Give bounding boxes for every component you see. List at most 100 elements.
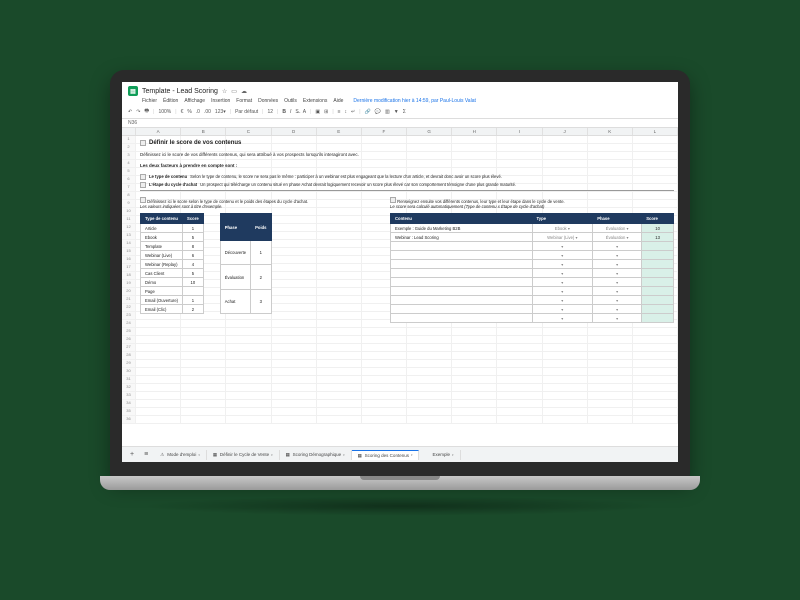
font-select[interactable]: Par défaut [235, 109, 258, 115]
col-B[interactable]: B [181, 128, 226, 135]
section-title: Définir le score de vos contenus [149, 140, 241, 146]
strike-icon[interactable]: S̶ [295, 109, 298, 115]
titlebar: ▤ Template - Lead Scoring ☆ ▭ ☁ [122, 82, 678, 98]
table-row[interactable]: Page [141, 287, 183, 296]
table-row[interactable]: Exemple : Guide du Marketing B2B [391, 224, 533, 233]
col-G[interactable]: G [407, 128, 452, 135]
col-K[interactable]: K [588, 128, 633, 135]
fontsize[interactable]: 12 [267, 109, 273, 115]
redo-icon[interactable]: ↷ [136, 109, 140, 115]
table-content-type: Type de contenuScore Article1Ebook5Templ… [140, 213, 204, 314]
sheet-tab[interactable]: ▦Scoring Démographique▾ [280, 450, 352, 460]
bullet2-label: L'étape du cycle d'achat [149, 182, 197, 188]
sheet-tab[interactable]: ▦Définir le Cycle de Vente▾ [207, 450, 280, 460]
all-sheets-icon[interactable]: ≡ [140, 451, 152, 458]
table-row[interactable]: Email (Ouverture) [141, 296, 183, 305]
table-row[interactable]: Article [141, 224, 183, 233]
sheet-tab[interactable]: ⚠Mode d'emploi▾ [154, 450, 207, 460]
folder-icon[interactable]: ▭ [231, 88, 237, 95]
menu-data[interactable]: Données [258, 98, 278, 104]
add-sheet-icon[interactable]: + [126, 451, 138, 458]
print-icon[interactable]: 🖶 [144, 108, 149, 116]
last-modified[interactable]: Dernière modification hier à 14:59, par … [353, 98, 475, 104]
table-row[interactable]: Webinar : Lead Scoring [391, 233, 533, 242]
menu-tools[interactable]: Outils [284, 98, 297, 104]
currency-icon[interactable]: € [181, 109, 184, 115]
bullet-icon [140, 182, 146, 188]
document-title[interactable]: Template - Lead Scoring [142, 88, 218, 95]
valign-icon[interactable]: ↕ [345, 109, 348, 115]
sheet-tab[interactable]: Exemple▾ [419, 450, 460, 460]
toolbar: ↶ ↷ 🖶 | 100% | € % .0.00123▾ | Par défau… [122, 106, 678, 119]
star-icon[interactable]: ☆ [222, 88, 227, 95]
col-E[interactable]: E [317, 128, 362, 135]
menu-insert[interactable]: Insertion [211, 98, 230, 104]
table-row[interactable]: Cas Client [141, 269, 183, 278]
t3-h1: Contenu [391, 214, 533, 224]
zoom-select[interactable]: 100% [158, 109, 171, 115]
left-note-2: Les valeurs indiquées sont à titre d'exe… [140, 204, 223, 209]
laptop-base [100, 476, 700, 490]
col-A[interactable]: A [136, 128, 181, 135]
content-overlay: Définir le score de vos contenus Définis… [140, 140, 674, 323]
table-row[interactable]: Webinar (Live) [141, 251, 183, 260]
menu-help[interactable]: Aide [333, 98, 343, 104]
menu-bar: Fichier Édition Affichage Insertion Form… [122, 98, 678, 106]
borders-icon[interactable]: ⊞ [324, 109, 328, 115]
fill-icon[interactable]: ▣ [315, 109, 320, 115]
col-D[interactable]: D [272, 128, 317, 135]
cloud-icon[interactable]: ☁ [241, 88, 247, 95]
t1-h2: Score [183, 214, 204, 224]
t3-h3: Phase [593, 214, 642, 224]
table-row[interactable]: Démo [141, 278, 183, 287]
bullet1-text: Selon le type de contenu, le score ne se… [190, 174, 502, 180]
menu-file[interactable]: Fichier [142, 98, 157, 104]
col-L[interactable]: L [633, 128, 678, 135]
col-I[interactable]: I [497, 128, 542, 135]
table-row[interactable]: Template [141, 242, 183, 251]
undo-icon[interactable]: ↶ [128, 109, 132, 115]
col-C[interactable]: C [226, 128, 271, 135]
link-icon[interactable]: 🔗 [365, 109, 371, 115]
screen: ▤ Template - Lead Scoring ☆ ▭ ☁ Fichier … [122, 82, 678, 462]
italic-icon[interactable]: I [290, 109, 291, 115]
table-row[interactable]: Achat [220, 289, 250, 313]
factors-title: Les deux facteurs à prendre en compte so… [140, 163, 674, 168]
textcolor-icon[interactable]: A [303, 109, 306, 115]
bullet2-text: Un prospect qui télécharge un contenu si… [200, 182, 516, 188]
section-icon [140, 140, 146, 146]
percent-icon[interactable]: % [187, 109, 191, 115]
menu-edit[interactable]: Édition [163, 98, 178, 104]
t3-h2: Type [532, 214, 593, 224]
t3-h4: Score [642, 214, 674, 224]
chart-icon[interactable]: ▥ [385, 109, 390, 115]
filter-icon[interactable]: ▼ [394, 109, 399, 115]
comment-icon[interactable]: 💬 [375, 109, 381, 115]
menu-extensions[interactable]: Extensions [303, 98, 327, 104]
laptop-shadow [140, 496, 660, 516]
bold-icon[interactable]: B [282, 109, 286, 115]
menu-format[interactable]: Format [236, 98, 252, 104]
table-row[interactable]: Webinar (Replay) [141, 260, 183, 269]
t1-h1: Type de contenu [141, 214, 183, 224]
table-contents: Contenu Type Phase Score Exemple : Guide… [390, 213, 674, 323]
table-row[interactable]: Évaluation [220, 265, 250, 289]
align-icon[interactable]: ≡ [338, 109, 341, 115]
t2-h1: Phase [220, 214, 250, 241]
wrap-icon[interactable]: ↵ [351, 109, 355, 115]
bullet1-label: Le type de contenu [149, 174, 187, 180]
laptop-bezel: ▤ Template - Lead Scoring ☆ ▭ ☁ Fichier … [110, 70, 690, 478]
t2-h2: Poids [251, 214, 271, 241]
menu-view[interactable]: Affichage [184, 98, 205, 104]
col-J[interactable]: J [543, 128, 588, 135]
col-F[interactable]: F [362, 128, 407, 135]
table-row[interactable]: Email (Clic) [141, 305, 183, 314]
bullet-icon [140, 174, 146, 180]
sheets-icon: ▤ [128, 86, 138, 96]
sheet-tab[interactable]: ▦Scoring des Contenus▾ [352, 450, 420, 460]
sheet-area[interactable]: 1234567891011121314151617181920212223242… [122, 136, 678, 426]
table-row[interactable]: Ebook [141, 233, 183, 242]
col-H[interactable]: H [452, 128, 497, 135]
table-row[interactable]: Découverte [220, 241, 250, 265]
name-box[interactable]: N36 [122, 119, 678, 128]
